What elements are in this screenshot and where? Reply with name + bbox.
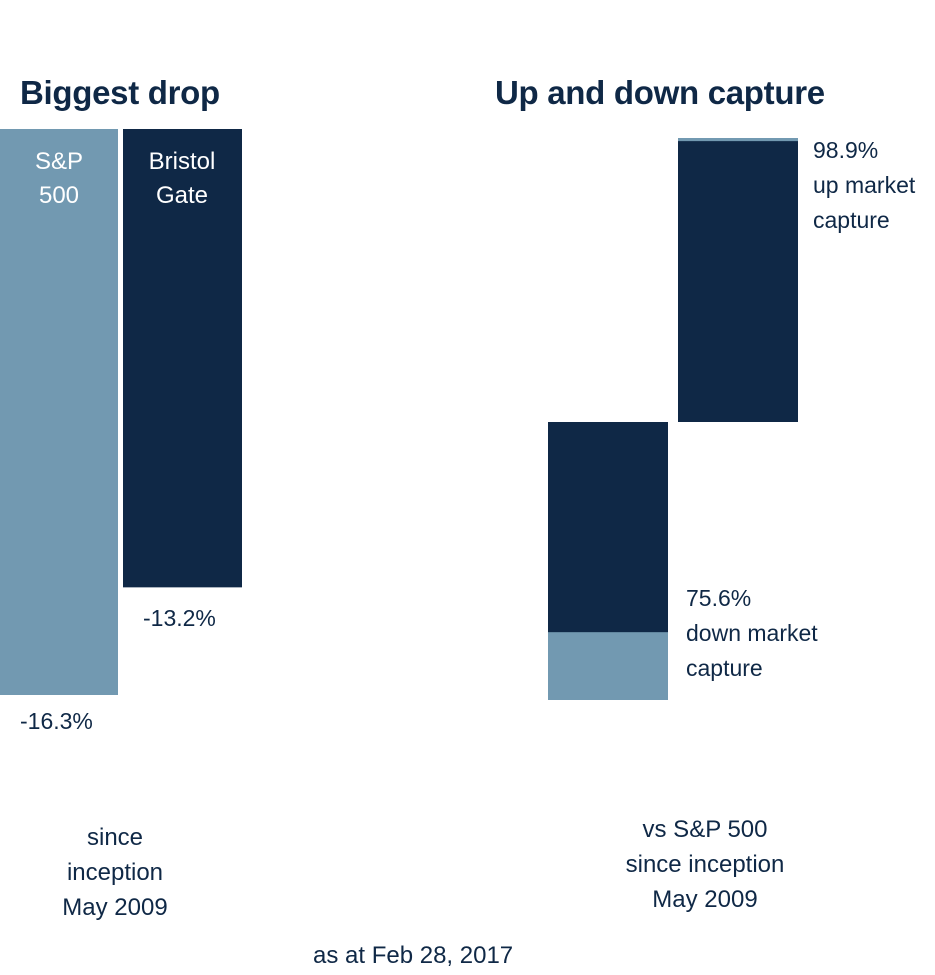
note-line-3: May 2009 [62,894,168,921]
sp500-label-line-2: 500 [38,182,80,209]
down-capture-line-1: down market [686,620,818,646]
down-capture-value: 75.6% [686,585,752,611]
bristol-label-line-1: Bristol [148,148,216,175]
as-at-date: as at Feb 28, 2017 [313,942,514,969]
capture-note-line-3: May 2009 [652,886,758,913]
biggest-drop-note: since inception May 2009 [30,820,200,925]
up-capture-value: 98.9% [813,137,879,163]
up-capture-line-1: up market [813,172,916,198]
down-capture-line-2: capture [686,655,763,681]
sp500-value-label: -16.3% [20,708,93,734]
biggest-drop-title: Biggest drop [20,74,220,111]
capture-note-line-1: vs S&P 500 [642,816,768,843]
bar-bristol-gate [123,129,242,588]
down-capture-label: 75.6% down market capture [686,581,818,686]
capture-note: vs S&P 500 since inception May 2009 [600,812,810,917]
bar-sp500 [0,129,118,695]
bar-up-capture [678,141,798,422]
capture-note-line-2: since inception [625,851,785,878]
capture-title: Up and down capture [495,74,825,111]
note-line-2: inception [66,859,164,886]
note-line-1: since [86,824,144,851]
up-capture-label: 98.9% up market capture [813,133,915,238]
bristol-value-label: -13.2% [143,605,216,631]
sp500-bar-label: S&P 500 [0,145,118,213]
bristol-label-line-2: Gate [155,182,209,209]
up-capture-line-2: capture [813,207,890,233]
bar-down-capture [548,422,668,633]
bristol-bar-label: Bristol Gate [122,145,242,213]
sp500-label-line-1: S&P [34,148,84,175]
